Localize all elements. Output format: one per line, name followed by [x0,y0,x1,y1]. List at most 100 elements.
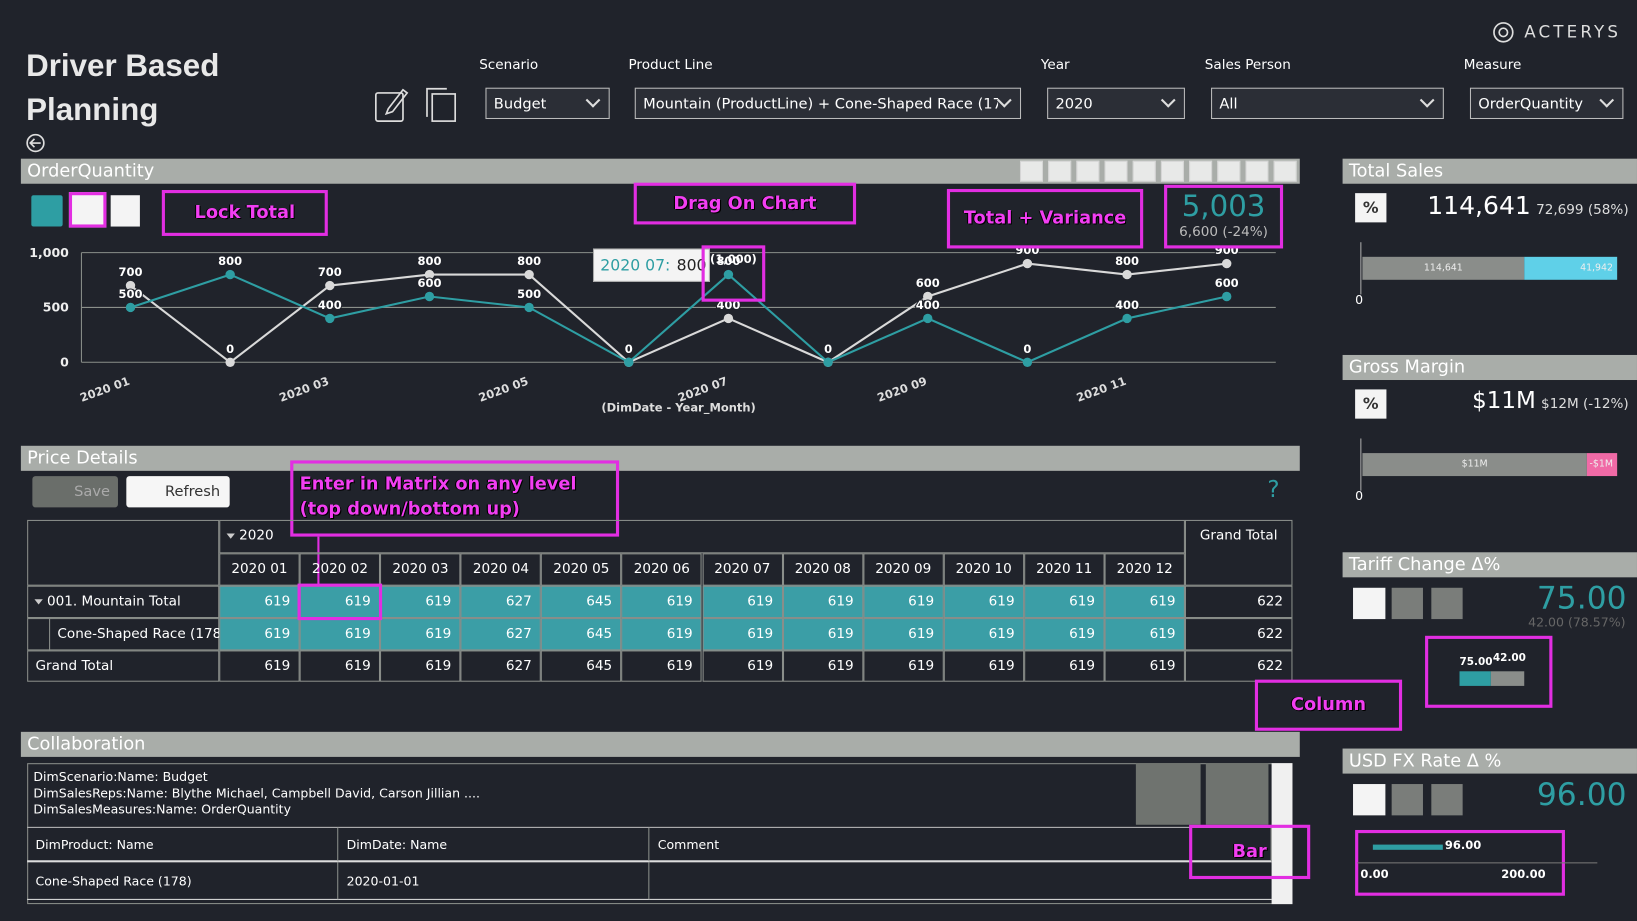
save-button[interactable]: Save [32,476,118,508]
matrix-cell[interactable]: 619 [1104,585,1185,619]
lock-button[interactable] [1391,784,1423,816]
matrix-cell[interactable]: 619 [943,585,1024,619]
toolbar-icon[interactable] [1132,160,1156,182]
scrollbar [1271,763,1293,905]
matrix-cell[interactable]: 619 [1104,650,1185,682]
collab-header: Comment [649,826,1272,863]
dropdown[interactable]: All [1211,87,1444,120]
matrix-cell[interactable]: 619 [943,618,1024,651]
bar-axis [1360,438,1362,491]
matrix-cell[interactable]: 627 [460,618,542,651]
matrix-corner [27,519,220,586]
matrix-cell[interactable]: 619 [1023,650,1105,682]
drag-label: (1,000) [701,245,766,302]
cell-highlight [297,583,383,621]
toolbar-icon[interactable] [1076,160,1100,182]
toolbar-icon[interactable] [1189,160,1213,182]
matrix-cell[interactable]: 619 [943,650,1024,682]
toolbar-icon[interactable] [1048,160,1072,182]
data-label: 600 [916,276,940,290]
toolbar-icon[interactable] [1217,160,1241,182]
data-point [923,291,933,302]
matrix-cell[interactable]: 619 [702,585,783,619]
expand-icon [226,533,235,539]
matrix-cell[interactable]: 619 [782,618,864,651]
collab-save[interactable] [1135,763,1201,825]
toolbar-icon[interactable] [1104,160,1128,182]
data-label: 600 [417,276,441,290]
matrix-cell[interactable]: 645 [541,618,622,651]
brand: ACTERYS [1524,21,1622,42]
matrix-cell[interactable]: 619 [1023,585,1105,619]
bar-axis [1360,242,1362,295]
matrix-cell[interactable]: 619 [219,618,300,651]
data-label: 700 [318,265,342,279]
column-target [1490,671,1525,686]
filter-label: Sales Person [1204,57,1291,74]
matrix-cell[interactable]: 619 [299,618,381,651]
matrix-col-header: 2020 07 [702,553,783,586]
data-point [723,269,734,280]
collab-cell: Cone-Shaped Race (178) [27,862,339,900]
indent-line [49,618,51,651]
lock-button[interactable] [68,192,107,228]
matrix-cell[interactable]: 619 [782,650,864,682]
matrix-cell[interactable]: 619 [863,618,944,651]
series-line [130,273,1227,364]
save-button[interactable] [1431,587,1463,620]
lock-button[interactable] [1391,587,1423,620]
connector [317,536,320,587]
matrix-cell[interactable]: 619 [863,650,944,682]
matrix-col-header: 2020 09 [863,553,944,586]
matrix-col-header: 2020 12 [1104,553,1185,586]
matrix-col-header: 2020 04 [460,553,542,586]
matrix-cell[interactable]: 645 [541,585,622,619]
matrix-cell[interactable]: 645 [541,650,622,682]
matrix-cell[interactable]: 619 [702,650,783,682]
dropdown[interactable]: Budget [485,87,610,120]
bar-axis-label: 0 [1355,488,1364,504]
dropdown-value: OrderQuantity [1478,96,1584,113]
percent-button[interactable]: % [1355,389,1387,419]
edit-button[interactable] [31,195,63,227]
save-button[interactable] [1431,784,1463,816]
matrix-cell[interactable]: 627 [460,585,542,619]
series-line [129,262,1227,364]
matrix-cell[interactable]: 619 [621,585,703,619]
toolbar-icon[interactable] [1273,160,1297,182]
toolbar-icon[interactable] [1019,160,1043,182]
matrix-cell[interactable]: 627 [460,650,542,682]
save-button[interactable] [110,195,140,227]
dropdown[interactable]: OrderQuantity [1469,87,1624,120]
collab-filter: DimSalesMeasures:Name: OrderQuantity [33,801,291,817]
matrix-cell[interactable]: 619 [702,618,783,651]
matrix-cell[interactable]: 619 [1104,618,1185,651]
matrix-cell[interactable]: 619 [299,650,381,682]
dropdown[interactable]: Mountain (ProductLine) + Cone-Shaped Rac… [634,87,1022,120]
percent-button[interactable]: % [1355,193,1387,223]
matrix-cell[interactable]: 619 [621,650,703,682]
edit-button[interactable] [1353,784,1386,816]
matrix-cell[interactable]: 619 [219,650,300,682]
dropdown[interactable]: 2020 [1047,87,1185,120]
toolbar-icon[interactable] [1160,160,1184,182]
callout-line: (top down/bottom up) [299,499,520,520]
matrix-cell[interactable]: 619 [380,618,461,651]
matrix-cell[interactable]: 619 [1023,618,1105,651]
matrix-col-header: 2020 05 [541,553,622,586]
matrix-col-header: 2020 01 [219,553,300,586]
data-point [125,280,136,291]
toolbar-icon[interactable] [1245,160,1269,182]
matrix-cell[interactable]: 619 [380,585,461,619]
data-point [1222,291,1232,302]
matrix-cell[interactable]: 619 [863,585,944,619]
edit-button[interactable] [1353,587,1386,620]
matrix-cell[interactable]: 619 [380,650,461,682]
refresh-button[interactable]: Refresh [126,476,230,508]
collab-undo[interactable] [1205,763,1269,825]
matrix-cell[interactable]: 619 [621,618,703,651]
matrix-cell[interactable]: 619 [219,585,300,619]
matrix-cell[interactable]: 619 [782,585,864,619]
matrix-cell[interactable]: 619 [299,585,381,619]
collab-filter: DimSalesReps:Name: Blythe Michael, Campb… [33,785,480,801]
